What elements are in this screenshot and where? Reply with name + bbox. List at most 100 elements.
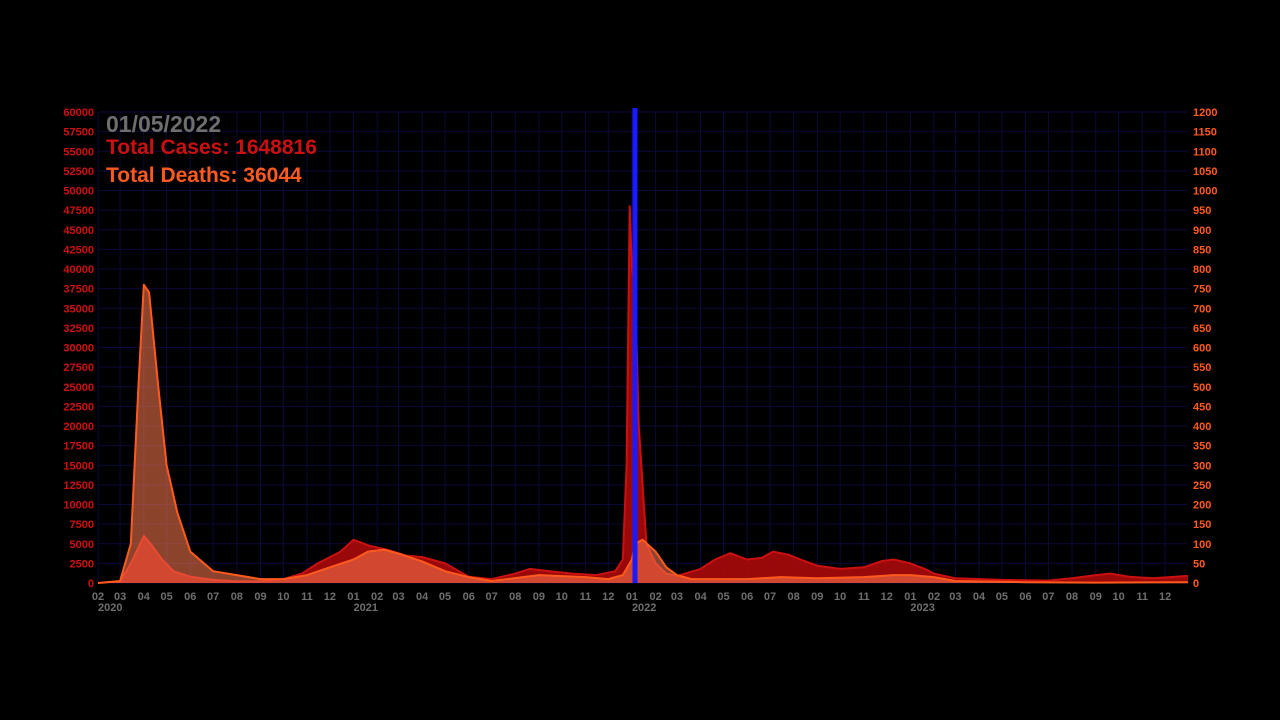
left-tick-label: 42500 [63,244,94,256]
left-tick-label: 32500 [63,323,94,335]
month-tick-label: 02 [371,591,383,603]
left-tick-label: 40000 [63,264,94,276]
month-tick-label: 03 [949,591,961,603]
month-tick-label: 07 [485,591,497,603]
month-tick-label: 12 [1159,591,1171,603]
month-tick-label: 08 [509,591,521,603]
current-date: 01/05/2022 [106,111,222,137]
right-tick-label: 200 [1193,500,1211,512]
left-tick-label: 27500 [63,362,94,374]
right-tick-label: 550 [1193,362,1211,374]
total-cases: Total Cases: 1648816 [106,136,317,159]
left-tick-label: 60000 [63,107,94,119]
month-tick-label: 07 [1042,591,1054,603]
right-tick-label: 700 [1193,303,1211,315]
left-tick-label: 57500 [63,127,94,139]
right-tick-label: 250 [1193,480,1211,492]
month-tick-label: 11 [301,591,313,603]
month-tick-label: 05 [717,591,729,603]
month-tick-label: 12 [881,591,893,603]
left-tick-label: 22500 [63,401,94,413]
month-tick-label: 03 [671,591,683,603]
month-tick-label: 04 [138,591,151,603]
cursor-bar [632,108,638,583]
right-tick-label: 650 [1193,323,1211,335]
month-tick-label: 01 [626,591,638,603]
left-tick-label: 10000 [63,500,94,512]
left-tick-label: 30000 [63,343,94,355]
left-tick-label: 35000 [63,303,94,315]
right-tick-label: 150 [1193,519,1211,531]
month-tick-label: 05 [161,591,173,603]
month-tick-label: 06 [184,591,196,603]
left-tick-label: 2500 [70,558,94,570]
month-tick-label: 01 [904,591,916,603]
right-tick-label: 600 [1193,343,1211,355]
month-tick-label: 08 [231,591,243,603]
month-tick-label: 09 [254,591,266,603]
x-axis: 02 03 04 05 06 07 08 09 10 11 12 01 02 03 04 05 06 07 08 09… [92,591,1171,614]
left-tick-label: 12500 [63,480,94,492]
right-tick-label: 300 [1193,460,1211,472]
year-tick-label: 2022 [632,602,656,614]
right-tick-label: 950 [1193,205,1211,217]
month-tick-label: 07 [764,591,776,603]
month-tick-label: 08 [1066,591,1078,603]
month-tick-label: 11 [580,591,592,603]
cases-series [97,205,1189,584]
left-tick-label: 25000 [63,382,94,394]
year-tick-label: 2023 [910,602,934,614]
month-tick-label: 10 [1112,591,1124,603]
left-tick-label: 0 [88,578,94,590]
month-tick-label: 03 [392,591,404,603]
right-tick-label: 450 [1193,401,1211,413]
deaths-line [97,283,1189,584]
right-tick-label: 50 [1193,558,1205,570]
month-tick-label: 06 [1019,591,1031,603]
month-tick-label: 05 [996,591,1008,603]
left-tick-label: 20000 [63,421,94,433]
year-tick-label: 2020 [98,602,122,614]
month-tick-label: 01 [347,591,359,603]
right-tick-label: 400 [1193,421,1211,433]
right-tick-label: 1200 [1193,107,1217,119]
left-tick-label: 47500 [63,205,94,217]
month-tick-label: 06 [463,591,475,603]
left-tick-label: 52500 [63,166,94,178]
left-tick-label: 50000 [63,186,94,198]
right-axis: 0 50 100 150 200 250 300 350 400 450 500 550 600 650 7… [1193,107,1217,590]
month-tick-label: 06 [741,591,753,603]
month-tick-label: 04 [973,591,986,603]
left-tick-label: 15000 [63,460,94,472]
left-tick-label: 5000 [70,539,94,551]
month-tick-label: 07 [207,591,219,603]
right-tick-label: 100 [1193,539,1211,551]
right-tick-label: 750 [1193,284,1211,296]
month-tick-label: 08 [788,591,800,603]
deaths-series [97,283,1189,584]
right-tick-label: 900 [1193,225,1211,237]
month-tick-label: 02 [928,591,940,603]
month-tick-label: 10 [277,591,289,603]
month-tick-label: 03 [114,591,126,603]
right-tick-label: 850 [1193,244,1211,256]
left-axis: 0 2500 5000 7500 10000 12500 15000 17500 20000 22… [63,107,94,590]
right-tick-label: 1150 [1193,127,1217,139]
left-tick-label: 37500 [63,284,94,296]
current-date-cursor [632,108,638,583]
month-tick-label: 09 [533,591,545,603]
left-tick-label: 55000 [63,146,94,158]
month-tick-label: 10 [834,591,846,603]
left-tick-label: 17500 [63,441,94,453]
month-tick-label: 12 [324,591,336,603]
month-tick-label: 04 [694,591,707,603]
month-tick-label: 12 [602,591,614,603]
month-tick-label: 02 [649,591,661,603]
left-tick-label: 7500 [70,519,94,531]
right-tick-label: 0 [1193,578,1199,590]
cases-area [98,206,1188,583]
month-tick-label: 10 [556,591,568,603]
total-deaths: Total Deaths: 36044 [106,164,302,187]
right-tick-label: 500 [1193,382,1211,394]
